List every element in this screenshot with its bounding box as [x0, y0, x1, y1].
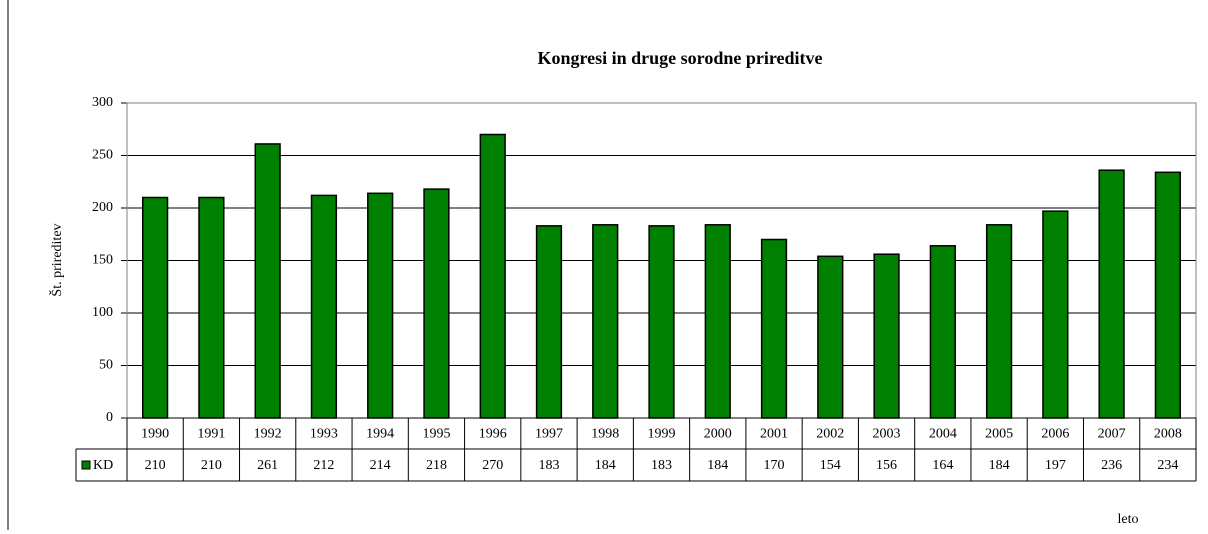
bar	[648, 225, 675, 419]
x-tick-label: 1999	[648, 427, 676, 442]
x-tick-label: 2004	[929, 427, 957, 442]
bar	[479, 133, 506, 419]
bar	[873, 253, 900, 419]
legend-label: KD	[93, 458, 113, 473]
bar	[760, 238, 788, 419]
table-value: 164	[932, 458, 953, 473]
y-tick-label: 100	[92, 305, 113, 320]
y-tick-label: 300	[92, 95, 113, 110]
table-value: 218	[426, 458, 447, 473]
y-tick-label: 200	[92, 200, 113, 215]
table-value: 170	[764, 458, 785, 473]
bar	[929, 245, 956, 419]
bar	[254, 143, 281, 419]
x-tick-label: 1994	[366, 427, 394, 442]
x-tick-label: 2006	[1041, 427, 1069, 442]
table-value: 261	[257, 458, 278, 473]
table-value: 184	[989, 458, 1010, 473]
x-tick-label: 1991	[197, 427, 225, 442]
y-tick-label: 0	[106, 410, 113, 425]
x-tick-label: 2008	[1154, 427, 1182, 442]
x-tick-label: 2002	[816, 427, 844, 442]
chart-title: Kongresi in druge sorodne prireditve	[537, 48, 822, 68]
y-tick-label: 250	[92, 148, 113, 163]
table-value: 197	[1045, 458, 1066, 473]
table-value: 184	[707, 458, 728, 473]
x-tick-label: 1993	[310, 427, 338, 442]
table-value: 214	[370, 458, 391, 473]
table-value: 184	[595, 458, 616, 473]
legend-key	[81, 460, 91, 470]
table-value: 156	[876, 458, 897, 473]
table-value: 236	[1101, 458, 1122, 473]
bar	[535, 225, 563, 419]
x-tick-label: 1990	[141, 427, 169, 442]
bar	[817, 255, 844, 419]
table-value: 212	[313, 458, 334, 473]
y-tick-label: 50	[99, 358, 113, 373]
table-value: 210	[145, 458, 166, 473]
bar	[1154, 171, 1181, 419]
bar	[985, 224, 1013, 419]
bar	[367, 192, 394, 419]
x-tick-label: 2005	[985, 427, 1013, 442]
x-tick-label: 2007	[1098, 427, 1126, 442]
table-value: 183	[538, 458, 559, 473]
bar	[1098, 169, 1125, 419]
bar	[142, 196, 169, 419]
x-tick-label: 1992	[254, 427, 282, 442]
table-value: 183	[651, 458, 672, 473]
x-tick-label: 1997	[535, 427, 563, 442]
table-value: 270	[482, 458, 503, 473]
bar	[310, 194, 338, 419]
table-value: 234	[1157, 458, 1178, 473]
table-value: 210	[201, 458, 222, 473]
bar	[592, 224, 619, 419]
bar	[198, 196, 225, 419]
y-axis-label: Št. prireditev	[48, 223, 65, 296]
x-tick-label: 2001	[760, 427, 788, 442]
bar	[1042, 210, 1069, 419]
x-tick-label: 1995	[422, 427, 450, 442]
bar	[704, 224, 731, 419]
x-tick-label: 2003	[873, 427, 901, 442]
x-axis-label: leto	[1118, 512, 1139, 527]
x-tick-label: 2000	[704, 427, 732, 442]
y-tick-label: 150	[92, 253, 113, 268]
bar	[423, 188, 450, 419]
x-tick-label: 1998	[591, 427, 619, 442]
table-value: 154	[820, 458, 841, 473]
x-tick-label: 1996	[479, 427, 507, 442]
